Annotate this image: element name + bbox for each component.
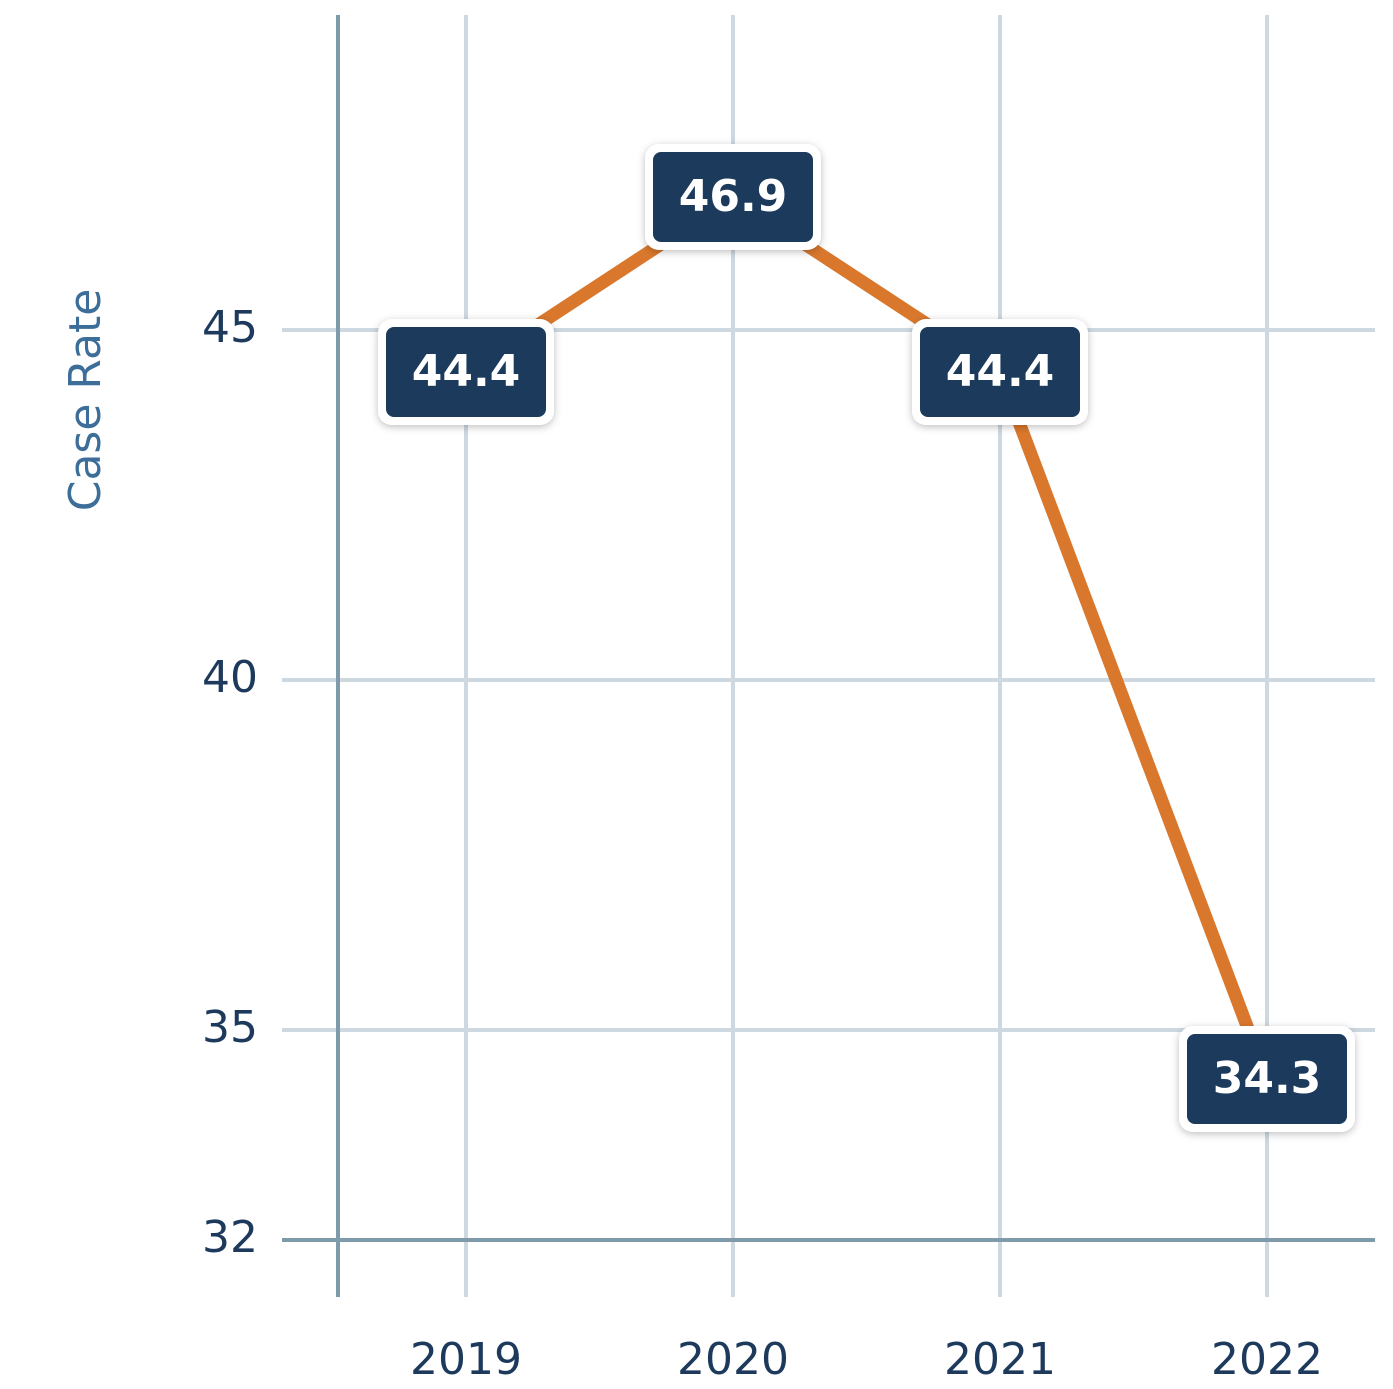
line (462, 190, 1274, 1082)
x-tick-label: 2021 (944, 1334, 1056, 1385)
value-label-box (1187, 1034, 1347, 1124)
value-label-text: 44.4 (946, 346, 1055, 397)
y-tick-label: 40 (202, 652, 258, 703)
value-label-text: 46.9 (679, 171, 788, 222)
value-label: 46.9 (645, 144, 821, 250)
value-label-text: 44.4 (412, 346, 521, 397)
value-label: 34.3 (1179, 1026, 1355, 1132)
x-tick-label: 2020 (677, 1334, 789, 1385)
value-label-box (653, 152, 813, 242)
y-tick-label: 45 (202, 302, 258, 353)
value-label: 44.4 (378, 319, 554, 425)
x-tick-label: 2022 (1211, 1334, 1323, 1385)
value-label: 44.4 (912, 319, 1088, 425)
y-tick-label: 35 (202, 1002, 258, 1053)
value-label-text: 34.3 (1213, 1053, 1322, 1104)
value-label-box (386, 327, 546, 417)
value-label-box (920, 327, 1080, 417)
x-tick-label: 2019 (410, 1334, 522, 1385)
y-axis-label: Case Rate (60, 289, 111, 512)
y-tick-label: 32 (202, 1212, 258, 1263)
